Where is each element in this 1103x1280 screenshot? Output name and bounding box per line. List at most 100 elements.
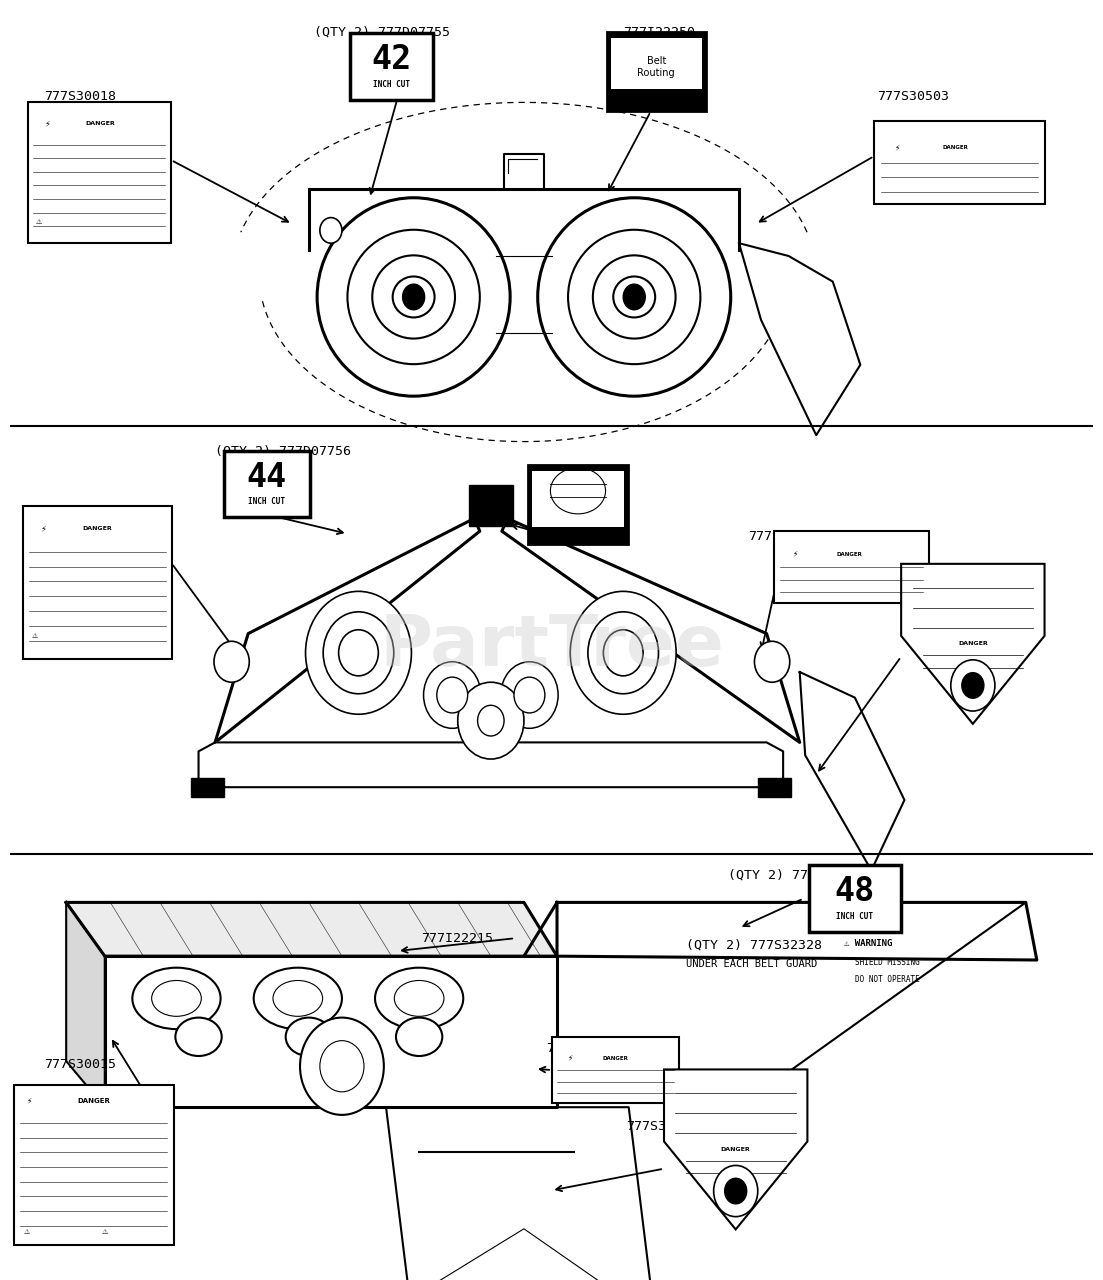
Text: DANGER: DANGER (721, 1147, 750, 1152)
Text: ⚠: ⚠ (23, 1229, 30, 1235)
Ellipse shape (254, 968, 342, 1029)
Polygon shape (502, 518, 800, 742)
Bar (191, 778, 224, 797)
Bar (532, 471, 624, 526)
Circle shape (320, 1041, 364, 1092)
Text: 777S30018: 777S30018 (44, 521, 116, 534)
Polygon shape (199, 742, 783, 787)
Text: DANGER: DANGER (85, 122, 115, 125)
Text: 777S30503: 777S30503 (748, 530, 820, 543)
Circle shape (962, 673, 984, 699)
Circle shape (214, 641, 249, 682)
Polygon shape (66, 902, 557, 956)
Circle shape (514, 677, 545, 713)
Text: 44: 44 (247, 461, 287, 494)
Circle shape (320, 218, 342, 243)
Text: DO NOT OPERATE: DO NOT OPERATE (855, 974, 920, 984)
Circle shape (603, 630, 643, 676)
Ellipse shape (568, 230, 700, 364)
Text: DANGER: DANGER (603, 1056, 629, 1061)
Text: (QTY 2) 777D07756: (QTY 2) 777D07756 (215, 444, 351, 457)
Text: 777S30145: 777S30145 (843, 591, 914, 604)
Text: 777S30503: 777S30503 (877, 90, 949, 102)
Circle shape (339, 630, 378, 676)
Ellipse shape (132, 968, 221, 1029)
Circle shape (501, 662, 558, 728)
Text: 777S30503: 777S30503 (546, 1042, 618, 1055)
Polygon shape (664, 1070, 807, 1229)
Ellipse shape (175, 1018, 222, 1056)
Circle shape (588, 612, 658, 694)
Circle shape (754, 641, 790, 682)
Text: DANGER: DANGER (82, 526, 111, 531)
Bar (224, 451, 310, 517)
Circle shape (478, 705, 504, 736)
Text: ⚡: ⚡ (567, 1053, 572, 1062)
Polygon shape (800, 672, 904, 870)
Text: 777S30015: 777S30015 (44, 1059, 116, 1071)
Text: DANGER: DANGER (836, 552, 861, 557)
Bar (758, 778, 791, 797)
Text: Belt
Routing: Belt Routing (638, 56, 675, 78)
Text: SHIELD MISSING: SHIELD MISSING (855, 957, 920, 968)
Text: (QTY 2) 777D07757: (QTY 2) 777D07757 (728, 869, 864, 882)
Circle shape (306, 591, 411, 714)
Text: DANGER: DANGER (959, 641, 987, 646)
Ellipse shape (347, 230, 480, 364)
Bar (810, 865, 900, 932)
Circle shape (403, 284, 425, 310)
Circle shape (714, 1165, 758, 1216)
Bar (528, 465, 628, 544)
Bar (469, 485, 513, 526)
Text: 48: 48 (835, 876, 875, 909)
Text: ⚡: ⚡ (26, 1096, 32, 1106)
Bar (22, 506, 171, 659)
Bar (607, 32, 706, 111)
Ellipse shape (375, 968, 463, 1029)
Text: (QTY 2) 777S32328: (QTY 2) 777S32328 (686, 938, 822, 951)
Text: ⚡: ⚡ (895, 143, 900, 152)
Circle shape (424, 662, 481, 728)
Ellipse shape (396, 1018, 442, 1056)
Circle shape (623, 284, 645, 310)
Text: (QTY 2) 777D07755: (QTY 2) 777D07755 (314, 26, 450, 38)
Ellipse shape (613, 276, 655, 317)
Ellipse shape (593, 256, 675, 339)
Bar (553, 1037, 679, 1103)
Text: INCH CUT: INCH CUT (373, 81, 410, 90)
Ellipse shape (318, 198, 510, 397)
Text: UNDER EACH BELT GUARD: UNDER EACH BELT GUARD (686, 959, 817, 969)
Text: 777I20847: 777I20847 (535, 465, 607, 477)
Circle shape (951, 660, 995, 712)
Text: INCH CUT: INCH CUT (248, 498, 286, 507)
Polygon shape (386, 1107, 651, 1280)
Polygon shape (105, 956, 557, 1107)
Bar (874, 122, 1046, 204)
Circle shape (323, 612, 394, 694)
Ellipse shape (537, 198, 730, 397)
Ellipse shape (395, 980, 443, 1016)
Circle shape (725, 1178, 747, 1203)
Circle shape (437, 677, 468, 713)
Text: PartTree: PartTree (379, 612, 724, 681)
Polygon shape (557, 902, 1037, 960)
Text: INCH CUT: INCH CUT (836, 913, 874, 922)
Text: ⚠: ⚠ (101, 1229, 108, 1235)
Circle shape (458, 682, 524, 759)
Text: ⚠ WARNING: ⚠ WARNING (844, 938, 892, 948)
Polygon shape (66, 902, 105, 1107)
Text: 777I22250: 777I22250 (623, 26, 695, 38)
Text: ⚡: ⚡ (793, 549, 799, 558)
Text: ⚡: ⚡ (41, 524, 46, 534)
Ellipse shape (152, 980, 202, 1016)
Ellipse shape (274, 980, 322, 1016)
Text: 777I22215: 777I22215 (421, 932, 493, 945)
Ellipse shape (372, 256, 456, 339)
Bar (14, 1085, 174, 1244)
Circle shape (300, 1018, 384, 1115)
Bar (611, 37, 702, 90)
Polygon shape (739, 243, 860, 435)
Circle shape (570, 591, 676, 714)
Ellipse shape (286, 1018, 332, 1056)
Text: ⚠: ⚠ (36, 219, 42, 225)
